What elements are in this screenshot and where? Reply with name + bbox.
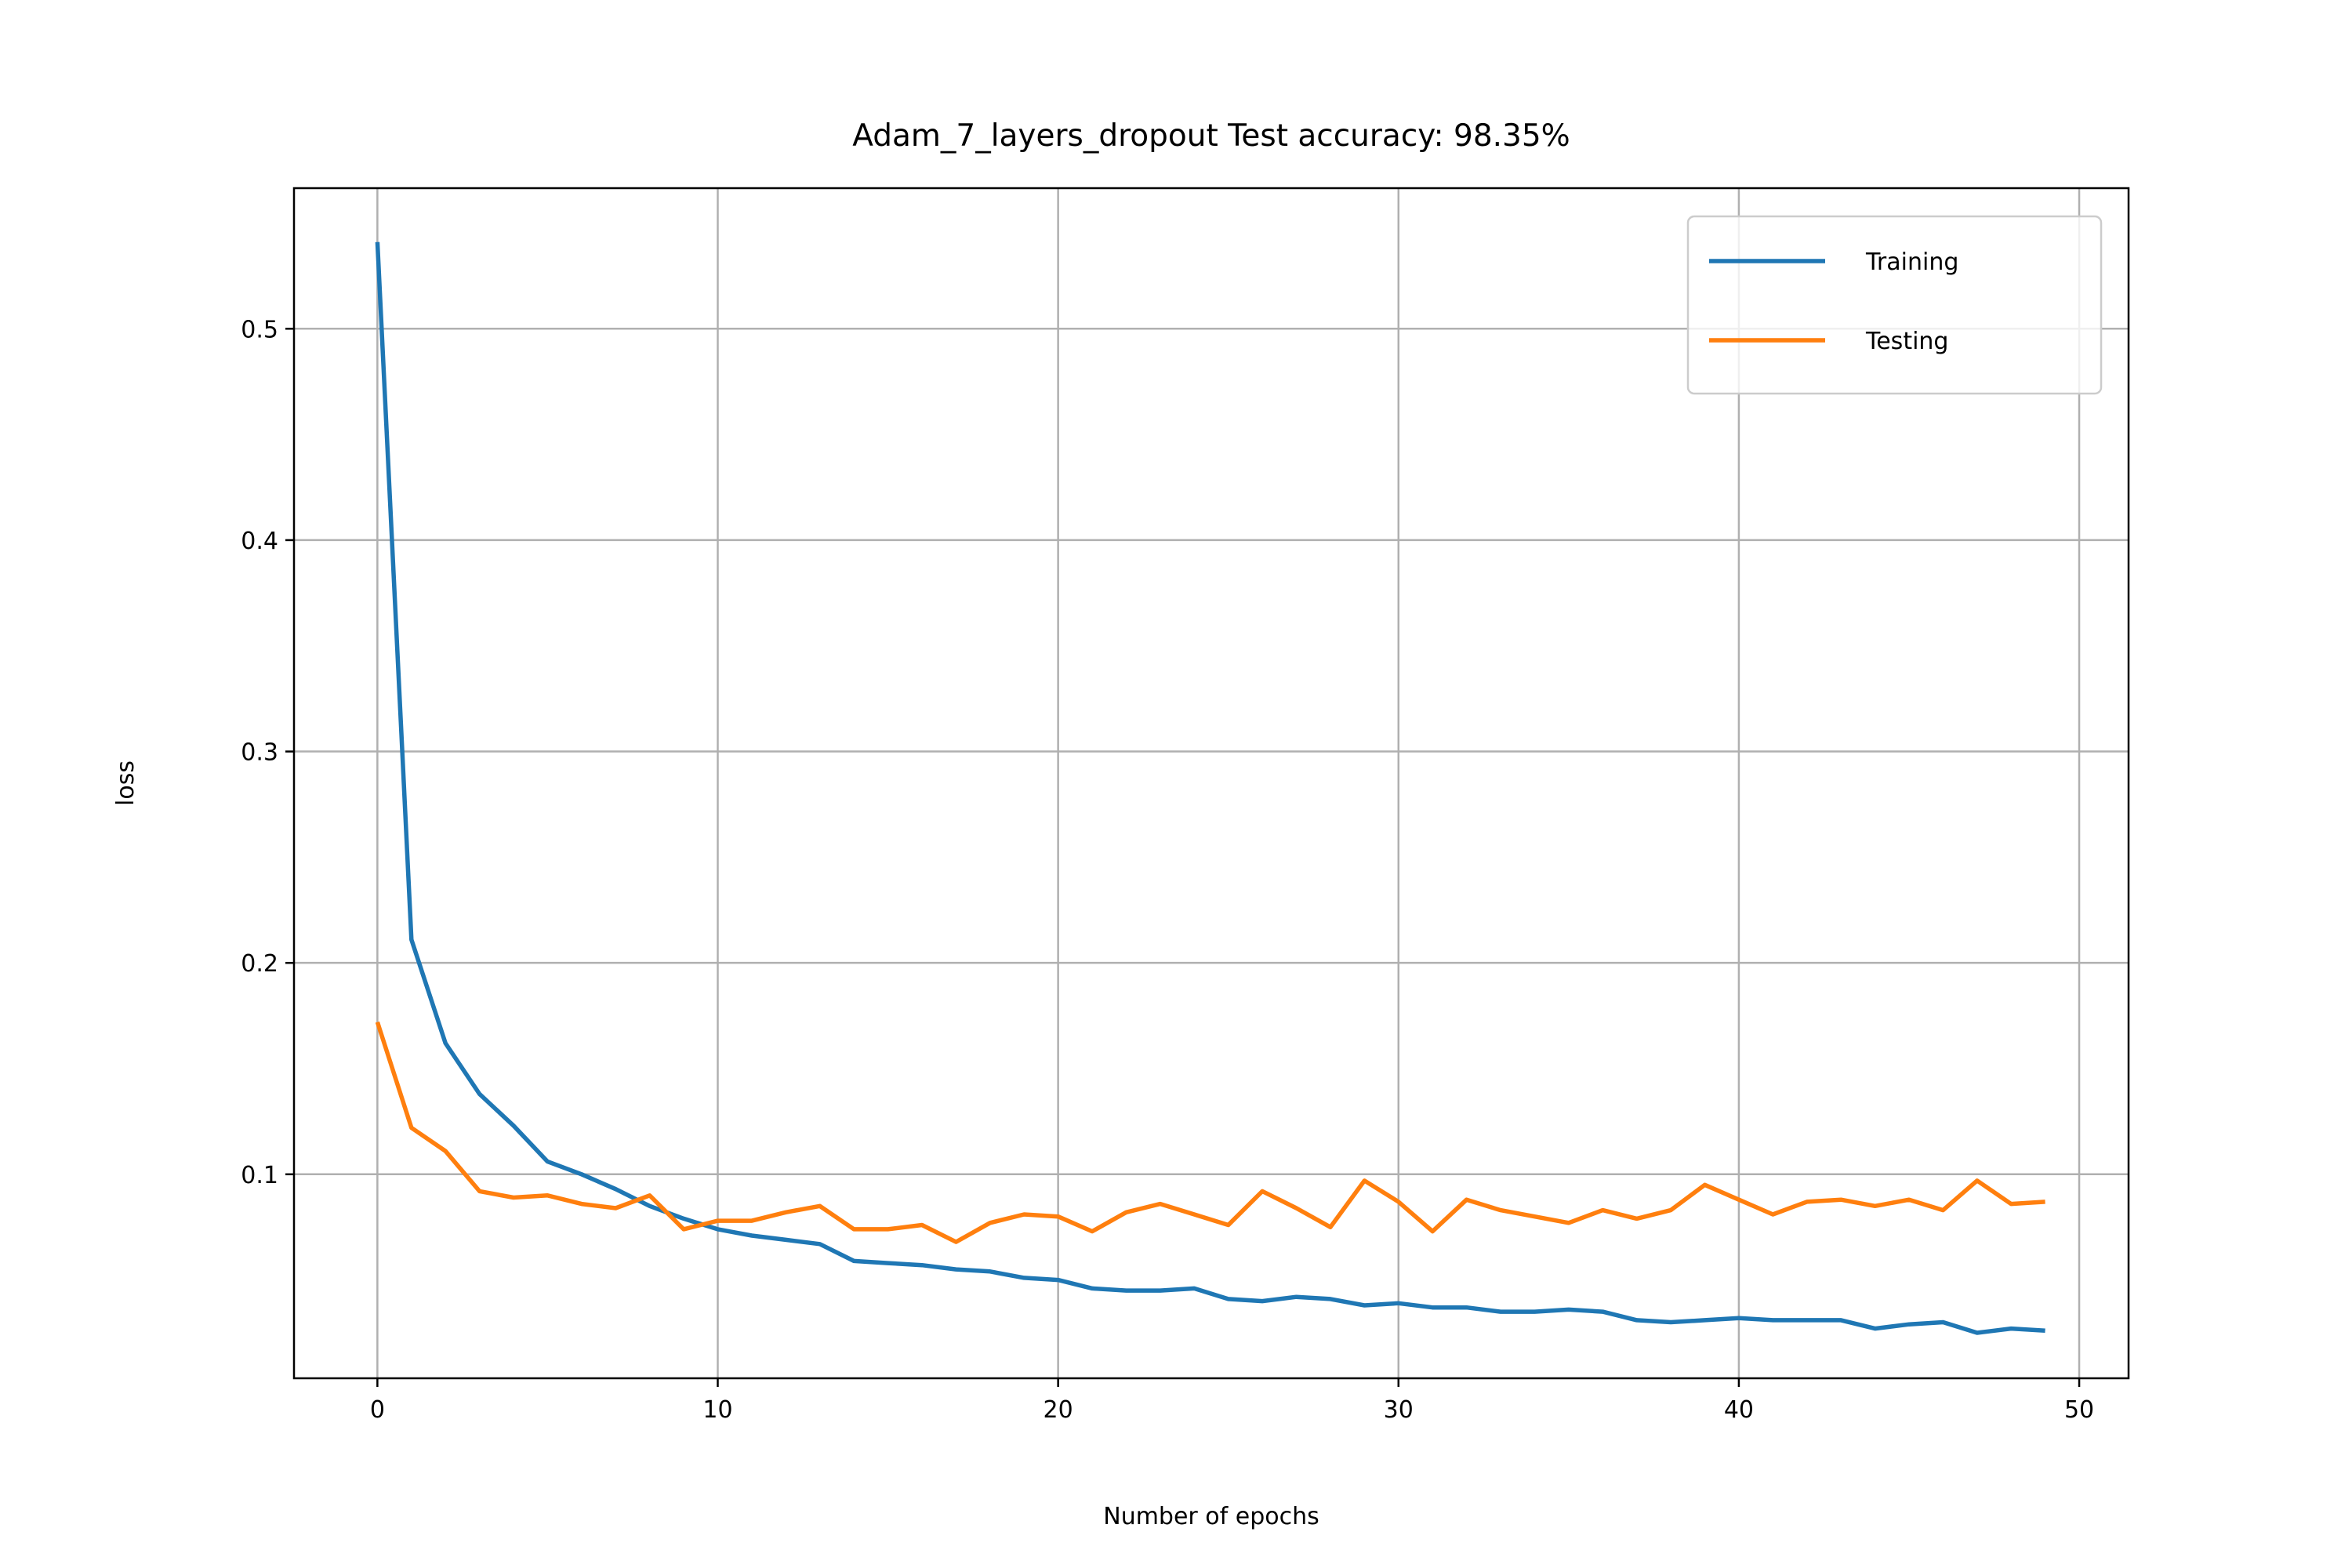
axis-ticks: 0 10 20 30 40 50 0.1 0.2 0.3 0.4 0.5 bbox=[241, 316, 2094, 1424]
legend-label-testing: Testing bbox=[1865, 328, 1948, 355]
x-tick-label: 40 bbox=[1724, 1396, 1754, 1424]
series-line-training bbox=[375, 241, 2045, 1335]
x-axis-label: Number of epochs bbox=[1103, 1503, 1319, 1530]
x-tick-label: 10 bbox=[702, 1396, 732, 1424]
y-tick-label: 0.4 bbox=[241, 528, 278, 555]
x-tick-label: 0 bbox=[370, 1396, 385, 1424]
series-line-testing bbox=[375, 1021, 2045, 1244]
legend-box bbox=[1686, 215, 2103, 395]
y-axis-label: loss bbox=[112, 760, 140, 806]
x-tick-label: 30 bbox=[1384, 1396, 1414, 1424]
x-tick-label: 20 bbox=[1044, 1396, 1073, 1424]
y-tick-label: 0.5 bbox=[241, 316, 278, 343]
chart-title: Adam_7_layers_dropout Test accuracy: 98.… bbox=[852, 118, 1570, 154]
y-tick-label: 0.3 bbox=[241, 739, 278, 767]
legend-label-training: Training bbox=[1865, 249, 1958, 276]
y-tick-label: 0.1 bbox=[241, 1162, 278, 1189]
plot-area-frame bbox=[292, 187, 2130, 1380]
x-tick-label: 50 bbox=[2064, 1396, 2094, 1424]
legend: Training Testing bbox=[1686, 215, 2103, 395]
y-tick-label: 0.2 bbox=[241, 950, 278, 978]
series-lines bbox=[375, 241, 2045, 1335]
